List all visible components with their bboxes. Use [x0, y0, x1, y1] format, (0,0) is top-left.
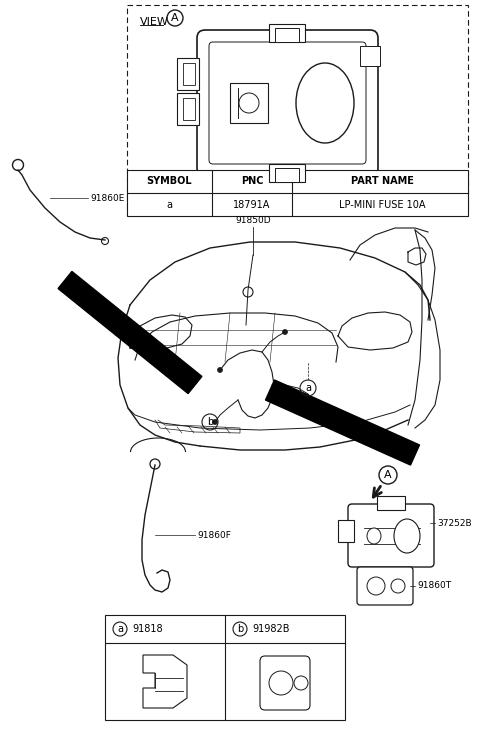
Text: A: A: [171, 13, 179, 23]
Polygon shape: [143, 655, 187, 708]
Text: a: a: [166, 200, 172, 210]
FancyBboxPatch shape: [260, 656, 310, 710]
Ellipse shape: [367, 577, 385, 595]
Text: 91850D: 91850D: [235, 216, 271, 225]
FancyBboxPatch shape: [209, 42, 366, 164]
Text: b: b: [237, 624, 243, 634]
Text: 18791A: 18791A: [233, 200, 271, 210]
Polygon shape: [58, 271, 202, 394]
Bar: [183, 98, 195, 120]
Bar: [275, 28, 299, 42]
Ellipse shape: [296, 63, 354, 143]
Text: 91860F: 91860F: [197, 531, 231, 539]
Circle shape: [310, 399, 314, 405]
Bar: [269, 164, 305, 182]
Circle shape: [213, 419, 217, 424]
Text: a: a: [305, 383, 311, 393]
Bar: [269, 24, 305, 42]
Bar: [183, 63, 195, 85]
Circle shape: [217, 367, 223, 373]
Text: PART NAME: PART NAME: [350, 176, 413, 186]
Text: 37252B: 37252B: [437, 518, 472, 528]
Bar: [105, 615, 345, 720]
FancyBboxPatch shape: [357, 567, 413, 605]
Bar: [230, 83, 268, 123]
Text: 91860T: 91860T: [417, 582, 451, 590]
Bar: [177, 58, 199, 90]
Bar: [360, 46, 380, 66]
FancyBboxPatch shape: [197, 30, 378, 176]
Text: b: b: [207, 417, 213, 427]
Bar: [338, 520, 354, 542]
Ellipse shape: [394, 519, 420, 553]
Text: 91860E: 91860E: [90, 193, 124, 203]
Text: PNC: PNC: [241, 176, 263, 186]
Ellipse shape: [367, 528, 381, 544]
Text: 91818: 91818: [132, 624, 163, 634]
Ellipse shape: [391, 579, 405, 593]
FancyBboxPatch shape: [348, 504, 434, 567]
Bar: [275, 168, 299, 182]
Text: a: a: [117, 624, 123, 634]
Polygon shape: [265, 380, 420, 465]
Bar: [127, 5, 468, 215]
Text: LP-MINI FUSE 10A: LP-MINI FUSE 10A: [339, 200, 425, 210]
Bar: [177, 93, 199, 125]
Circle shape: [283, 330, 288, 335]
Text: SYMBOL: SYMBOL: [146, 176, 192, 186]
Bar: [377, 496, 405, 510]
Bar: [127, 170, 468, 216]
Text: A: A: [384, 470, 392, 480]
Text: VIEW: VIEW: [140, 17, 169, 27]
Text: 91982B: 91982B: [252, 624, 289, 634]
